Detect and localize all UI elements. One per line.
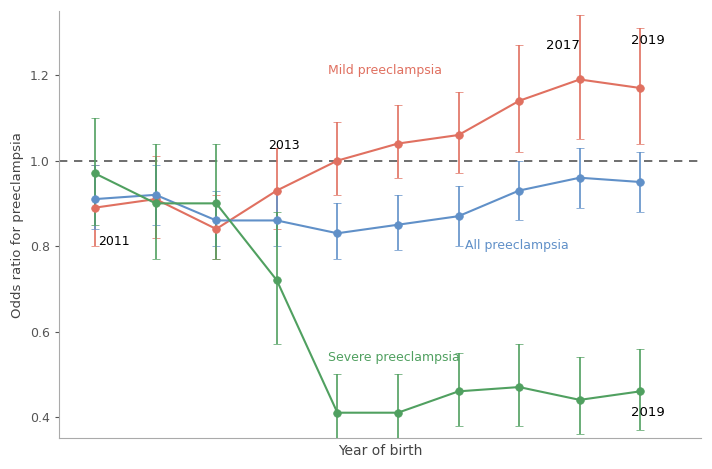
X-axis label: Year of birth: Year of birth <box>337 444 422 458</box>
Text: 2019: 2019 <box>632 406 665 419</box>
Text: 2017: 2017 <box>546 39 580 52</box>
Text: 2019: 2019 <box>632 34 665 47</box>
Text: 2011: 2011 <box>98 235 130 248</box>
Text: 2013: 2013 <box>268 139 299 152</box>
Text: Severe preeclampsia: Severe preeclampsia <box>328 350 460 363</box>
Text: Mild preeclampsia: Mild preeclampsia <box>328 64 442 77</box>
Text: All preeclampsia: All preeclampsia <box>465 240 568 252</box>
Y-axis label: Odds ratio for preeclampsia: Odds ratio for preeclampsia <box>11 132 24 318</box>
